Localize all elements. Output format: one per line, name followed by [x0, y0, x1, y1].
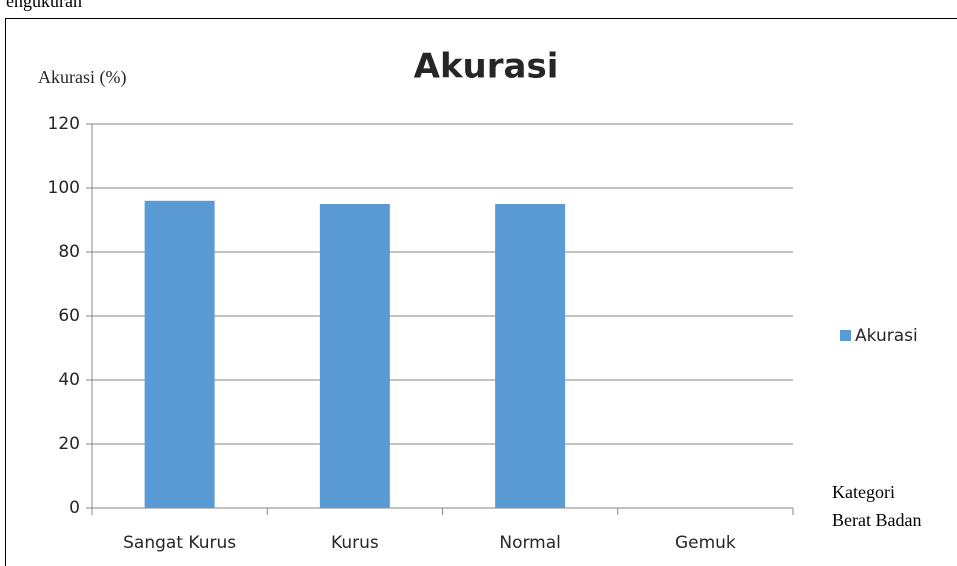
- y-tick-label: 100: [48, 178, 80, 198]
- y-tick-label: 40: [58, 370, 80, 390]
- x-tick-label: Gemuk: [675, 533, 736, 553]
- y-axis-label: Akurasi (%): [38, 67, 126, 88]
- bar: [319, 204, 390, 508]
- y-tick-label: 0: [69, 498, 80, 518]
- chart-title: Akurasi: [414, 47, 559, 87]
- x-tick-label: Normal: [499, 533, 561, 553]
- y-tick-label: 120: [48, 114, 80, 134]
- x-tick-label: Kurus: [331, 533, 379, 553]
- bar: [144, 200, 215, 509]
- x-axis-label: Kategori Berat Badan: [832, 482, 922, 530]
- bar: [495, 204, 566, 508]
- page-caption: engukuran: [6, 0, 82, 11]
- legend-swatch: [840, 330, 851, 341]
- y-tick-label: 20: [58, 434, 80, 454]
- x-tick-label: Sangat Kurus: [123, 533, 236, 553]
- legend-label: Akurasi: [855, 326, 918, 346]
- y-tick-label: 80: [58, 242, 80, 262]
- y-tick-label: 60: [58, 306, 80, 326]
